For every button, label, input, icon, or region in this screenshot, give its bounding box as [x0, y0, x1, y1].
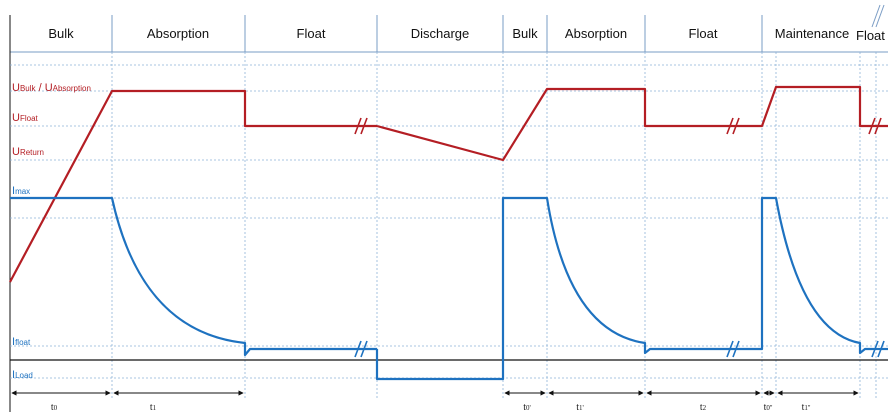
voltage-curve [376, 87, 730, 162]
u-return-label: UReturn [12, 146, 44, 158]
current-curve [375, 196, 730, 381]
phase-label: Float [856, 28, 885, 43]
phase-label: Maintenance [775, 26, 849, 41]
current-break-mark [726, 340, 740, 358]
time-label: t1' [576, 402, 584, 412]
header-break-mark [871, 4, 881, 28]
phase-label: Float [297, 26, 326, 41]
time-label: t1'' [802, 402, 811, 412]
phase-label: Absorption [147, 26, 209, 41]
time-label: t1 [150, 402, 157, 412]
phase-label: Float [689, 26, 718, 41]
time-label: t0' [523, 402, 531, 412]
u-float-label: UFloat [12, 112, 39, 124]
i-max-label: Imax [12, 185, 30, 197]
voltage-curve [9, 89, 356, 283]
time-label: t0 [51, 402, 58, 412]
current-curve [10, 196, 356, 357]
time-label: t0'' [764, 402, 773, 412]
phase-header [0, 0, 888, 52]
voltage-curve [738, 85, 870, 128]
i-float-label: Ifloat [12, 336, 31, 348]
voltage-break-mark [354, 117, 368, 135]
voltage-break-mark [868, 117, 882, 135]
current-curve [738, 196, 872, 355]
u-bulk-absorption-label: UBulk / UAbsorption [12, 82, 91, 94]
voltage-break-mark [726, 117, 740, 135]
phase-label: Discharge [411, 26, 470, 41]
header-break-mark [875, 4, 885, 28]
i-load-label: ILoad [12, 369, 33, 381]
phase-label: Absorption [565, 26, 627, 41]
phase-label: Bulk [512, 26, 538, 41]
current-break-mark [354, 340, 368, 358]
phase-label: Bulk [48, 26, 74, 41]
time-label: t2 [700, 402, 707, 412]
current-break-mark [871, 340, 885, 358]
